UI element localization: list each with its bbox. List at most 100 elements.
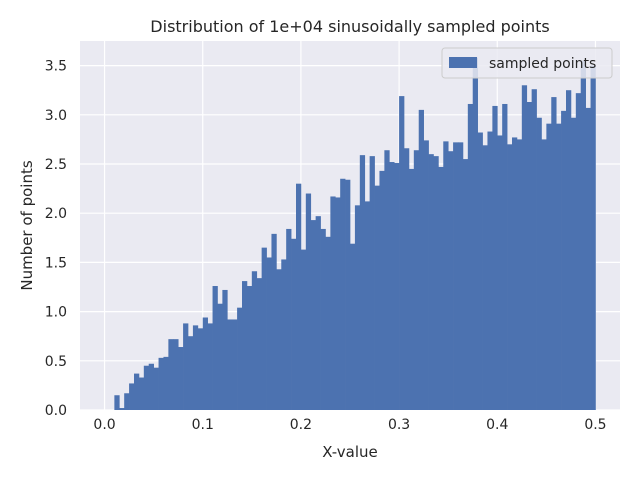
histogram-bar — [433, 156, 439, 410]
x-tick-label: 0.1 — [192, 417, 214, 433]
histogram-bar — [492, 105, 498, 410]
histogram-bar — [232, 319, 238, 410]
histogram-bar — [251, 271, 258, 410]
histogram-bar — [202, 317, 208, 410]
histogram-bar — [330, 196, 336, 410]
histogram-bar — [291, 238, 297, 410]
histogram-bar — [246, 286, 253, 410]
x-tick-label: 0.0 — [93, 417, 115, 433]
histogram-bar — [183, 323, 189, 410]
histogram-bar — [305, 193, 312, 410]
histogram-bar — [512, 137, 518, 410]
histogram-bar — [561, 110, 567, 410]
x-tick-label: 0.5 — [584, 417, 606, 433]
histogram-bar — [168, 339, 174, 410]
legend-box — [441, 47, 613, 79]
histogram-bar — [536, 117, 542, 410]
legend-swatch — [449, 57, 477, 68]
histogram-bar — [580, 60, 586, 411]
chart-title: Distribution of 1e+04 sinusoidally sampl… — [150, 17, 549, 36]
histogram-bar — [192, 325, 199, 410]
y-tick-label: 2.5 — [45, 157, 67, 173]
histogram-bar — [359, 155, 366, 410]
histogram-bar — [590, 65, 596, 410]
histogram-bar — [350, 243, 356, 410]
histogram-bar — [570, 117, 577, 410]
histogram-bar — [408, 168, 415, 410]
histogram-bar — [379, 170, 385, 410]
histogram-bar — [188, 336, 194, 410]
legend: sampled points — [441, 47, 613, 79]
histogram-bar — [521, 85, 528, 410]
histogram-bar — [276, 269, 282, 410]
histogram-bar — [428, 154, 434, 410]
histogram-bar — [443, 141, 449, 411]
histogram-bar — [384, 150, 390, 410]
histogram-bar — [526, 102, 532, 411]
histogram-bar — [502, 103, 508, 410]
x-tick-label: 0.3 — [388, 417, 410, 433]
histogram-bar — [124, 393, 130, 410]
histogram-bar — [551, 97, 557, 410]
histogram-bar — [242, 281, 248, 410]
histogram-bar — [507, 144, 513, 410]
histogram-bar — [394, 163, 400, 410]
histogram-bar — [575, 93, 582, 410]
y-tick-label: 3.5 — [45, 59, 67, 75]
histogram-bar — [148, 363, 154, 410]
histogram-bar — [281, 259, 287, 410]
histogram-bar — [261, 247, 267, 410]
histogram-bar — [477, 132, 483, 410]
histogram-bar — [497, 135, 503, 411]
histogram-bar — [458, 142, 464, 411]
histogram-bar — [158, 357, 164, 410]
histogram-bar — [482, 145, 488, 410]
y-tick-label: 3.0 — [45, 108, 67, 124]
histogram-bar — [335, 197, 341, 410]
histogram-bar — [389, 162, 395, 410]
histogram-bar — [212, 286, 218, 410]
histogram-bar — [271, 233, 277, 410]
histogram-bar — [345, 179, 351, 410]
histogram-bar — [315, 216, 321, 410]
y-tick-label: 2.0 — [45, 206, 67, 222]
x-tick-label: 0.4 — [486, 417, 508, 433]
histogram-bar — [404, 148, 410, 411]
histogram-bar — [207, 323, 213, 410]
histogram-bars — [114, 57, 596, 411]
histogram-bar — [320, 228, 326, 410]
histogram-bar — [286, 228, 292, 410]
y-tick-label: 0.5 — [45, 354, 67, 370]
histogram-bar — [300, 249, 307, 410]
histogram-bar — [418, 109, 424, 410]
histogram-bar — [129, 383, 135, 410]
histogram-bar — [374, 185, 380, 410]
histogram-bar — [134, 373, 140, 410]
histogram-bar — [143, 365, 150, 410]
histogram-bar — [438, 166, 444, 410]
histogram-bar — [556, 123, 562, 410]
histogram-bar — [546, 123, 552, 410]
histogram-bar — [217, 303, 223, 410]
histogram-bar — [516, 139, 523, 410]
histogram-bar — [197, 328, 204, 410]
histogram-bar — [399, 96, 405, 410]
histogram-bar — [413, 150, 420, 410]
x-tick-labels: 0.0 0.1 0.2 0.3 0.4 0.5 — [93, 417, 606, 433]
histogram-bar — [163, 356, 169, 410]
histogram-bar — [153, 367, 159, 410]
histogram-bar — [340, 178, 346, 410]
histogram-bar — [237, 307, 243, 410]
histogram-bar — [453, 142, 459, 411]
histogram-bar — [114, 395, 120, 410]
histogram-bar — [256, 278, 262, 410]
y-tick-label: 0.0 — [45, 403, 67, 419]
histogram-bar — [369, 156, 375, 410]
histogram-bar — [227, 319, 233, 410]
x-tick-label: 0.2 — [290, 417, 312, 433]
histogram-bar — [119, 408, 125, 410]
histogram-bar — [364, 201, 370, 410]
histogram-bar — [448, 151, 454, 410]
histogram-bar — [472, 57, 478, 411]
